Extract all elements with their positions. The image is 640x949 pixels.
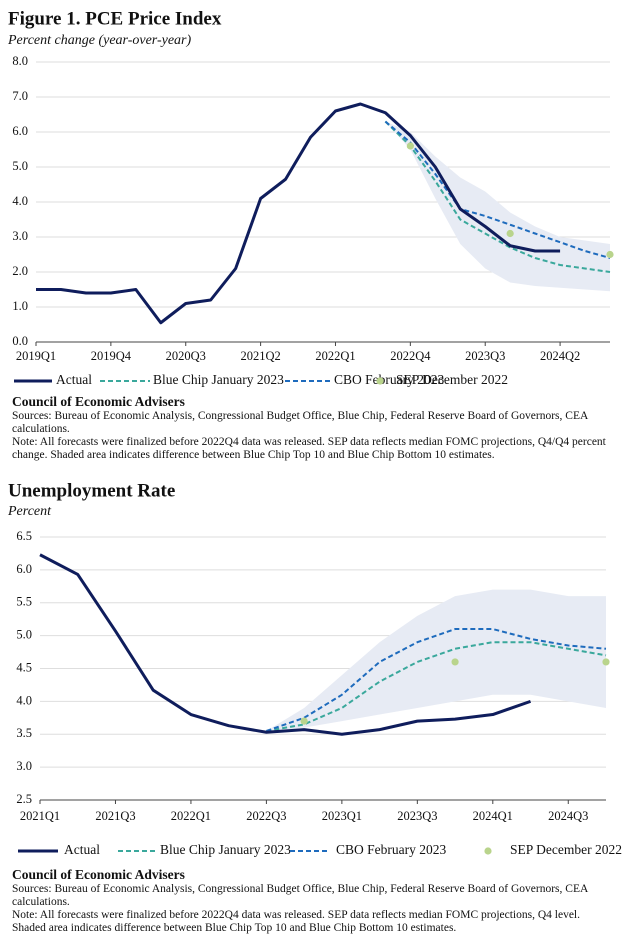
series-line: [36, 102, 561, 325]
y-tick-label: 4.0: [16, 693, 32, 707]
legend-label: Blue Chip January 2023: [160, 842, 291, 857]
y-tick-label: 4.0: [12, 194, 28, 208]
y-tick-label: 5.0: [16, 628, 32, 642]
note: Shaded area indicates difference between…: [12, 922, 457, 934]
x-tick-label: 2024Q2: [540, 349, 580, 363]
y-tick-label: 3.5: [16, 726, 32, 740]
series-line: [384, 120, 611, 259]
x-tick-label: 2022Q1: [315, 349, 355, 363]
legend-label: SEP December 2022: [510, 842, 622, 857]
y-tick-label: 0.0: [12, 334, 28, 348]
y-tick-label: 2.5: [16, 792, 32, 806]
y-tick-label: 6.0: [12, 124, 28, 138]
source-notes: Council of Economic Advisers Sources: Bur…: [12, 394, 630, 462]
y-tick-label: 3.0: [12, 229, 28, 243]
x-tick-label: 2021Q2: [240, 349, 280, 363]
x-tick-label: 2022Q3: [246, 809, 286, 823]
y-tick-label: 7.0: [12, 89, 28, 103]
y-tick-label: 6.5: [16, 529, 32, 543]
forecast-range-band: [266, 589, 606, 731]
data-point: [300, 717, 308, 725]
x-tick-label: 2023Q1: [322, 809, 362, 823]
x-tick-label: 2019Q4: [91, 349, 132, 363]
y-tick-label: 8.0: [12, 54, 28, 68]
y-tick-label: 5.0: [12, 159, 28, 173]
legend-label: Actual: [56, 372, 92, 387]
y-tick-label: 6.0: [16, 562, 32, 576]
x-tick-label: 2022Q4: [390, 349, 431, 363]
y-tick-label: 5.5: [16, 595, 32, 609]
chart-title: Figure 1. PCE Price Index: [8, 8, 222, 29]
x-tick-label: 2023Q3: [397, 809, 437, 823]
x-tick-label: 2021Q3: [95, 809, 135, 823]
chart-title: Unemployment Rate: [8, 480, 175, 501]
data-point: [406, 142, 414, 150]
series-line: [266, 641, 607, 732]
x-tick-label: 2021Q1: [20, 809, 60, 823]
note: Sources: Bureau of Economic Analysis, Co…: [12, 883, 588, 908]
x-tick-label: 2020Q3: [166, 349, 206, 363]
legend-label: Actual: [64, 842, 100, 857]
x-tick-label: 2019Q1: [16, 349, 56, 363]
chart-subtitle: Percent: [7, 504, 52, 519]
note: Note: All forecasts were finalized befor…: [12, 436, 606, 461]
y-tick-label: 3.0: [16, 759, 32, 773]
x-tick-label: 2024Q3: [548, 809, 588, 823]
source-notes: Council of Economic Advisers Sources: Bur…: [12, 867, 630, 935]
y-tick-label: 1.0: [12, 299, 28, 313]
legend-label: SEP December 2022: [396, 372, 508, 387]
legend-label: Blue Chip January 2023: [153, 372, 284, 387]
x-tick-label: 2023Q3: [465, 349, 505, 363]
legend-swatch: [376, 377, 384, 385]
forecast-range-band: [385, 121, 610, 292]
source-title: Council of Economic Advisers: [12, 867, 185, 882]
note: Sources: Bureau of Economic Analysis, Co…: [12, 410, 588, 435]
source-title: Council of Economic Advisers: [12, 394, 185, 409]
x-tick-label: 2022Q1: [171, 809, 211, 823]
data-point: [606, 250, 614, 259]
y-tick-label: 4.5: [16, 660, 32, 674]
series-line: [384, 120, 611, 273]
data-point: [451, 658, 459, 666]
chart-subtitle: Percent change (year-over-year): [7, 33, 191, 48]
legend-label: CBO February 2023: [334, 372, 444, 387]
y-tick-label: 2.0: [12, 264, 28, 278]
legend-swatch: [484, 847, 492, 855]
series-line: [266, 628, 607, 732]
data-point: [602, 658, 610, 666]
data-point: [506, 229, 514, 238]
series-line: [39, 553, 532, 736]
x-tick-label: 2024Q1: [473, 809, 513, 823]
note: Note: All forecasts were finalized befor…: [12, 909, 581, 921]
legend-label: CBO February 2023: [336, 842, 446, 857]
